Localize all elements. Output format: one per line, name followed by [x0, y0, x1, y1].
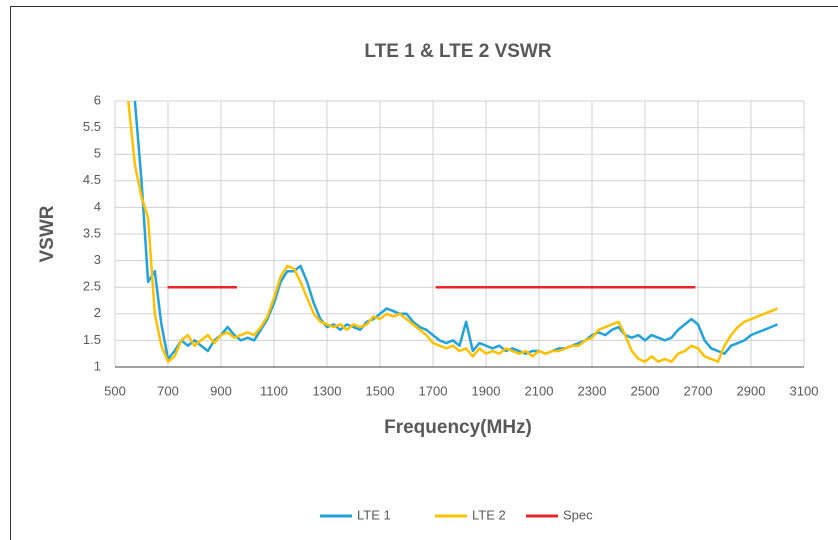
y-tick-label: 4	[94, 199, 101, 214]
y-tick-label: 5.5	[83, 119, 101, 134]
y-tick-label: 2.5	[83, 279, 101, 294]
x-tick-label: 1100	[260, 383, 288, 398]
x-tick-label: 2100	[525, 383, 554, 398]
x-tick-label: 1900	[472, 383, 501, 398]
x-tick-label: 1300	[313, 383, 342, 398]
y-tick-label: 3	[94, 252, 101, 267]
x-tick-label: 1700	[419, 383, 448, 398]
x-tick-label: 1500	[366, 383, 395, 398]
legend-label: LTE 1	[357, 507, 391, 522]
x-tick-label: 700	[157, 383, 179, 398]
x-tick-label: 3100	[790, 383, 819, 398]
y-tick-label: 4.5	[83, 172, 101, 187]
x-tick-label: 2300	[578, 383, 607, 398]
legend-label: Spec	[563, 507, 593, 522]
y-tick-label: 1	[94, 358, 101, 373]
x-tick-label: 900	[210, 383, 232, 398]
y-tick-label: 3.5	[83, 225, 101, 240]
series-line	[133, 100, 778, 361]
x-tick-label: 2900	[737, 383, 766, 398]
y-tick-label: 1.5	[83, 332, 101, 347]
x-tick-label: 2500	[631, 383, 660, 398]
y-tick-label: 6	[94, 92, 101, 107]
legend-label: LTE 2	[472, 507, 506, 522]
x-axis-label: Frequency(MHz)	[384, 417, 532, 438]
x-tick-label: 2700	[684, 383, 713, 398]
y-tick-label: 2	[94, 305, 101, 320]
chart-title: LTE 1 & LTE 2 VSWR	[364, 41, 551, 62]
y-tick-label: 5	[94, 146, 101, 161]
series-line	[127, 100, 778, 363]
y-axis-label: VSWR	[37, 205, 58, 262]
chart-frame	[10, 6, 838, 540]
x-tick-label: 500	[104, 383, 126, 398]
